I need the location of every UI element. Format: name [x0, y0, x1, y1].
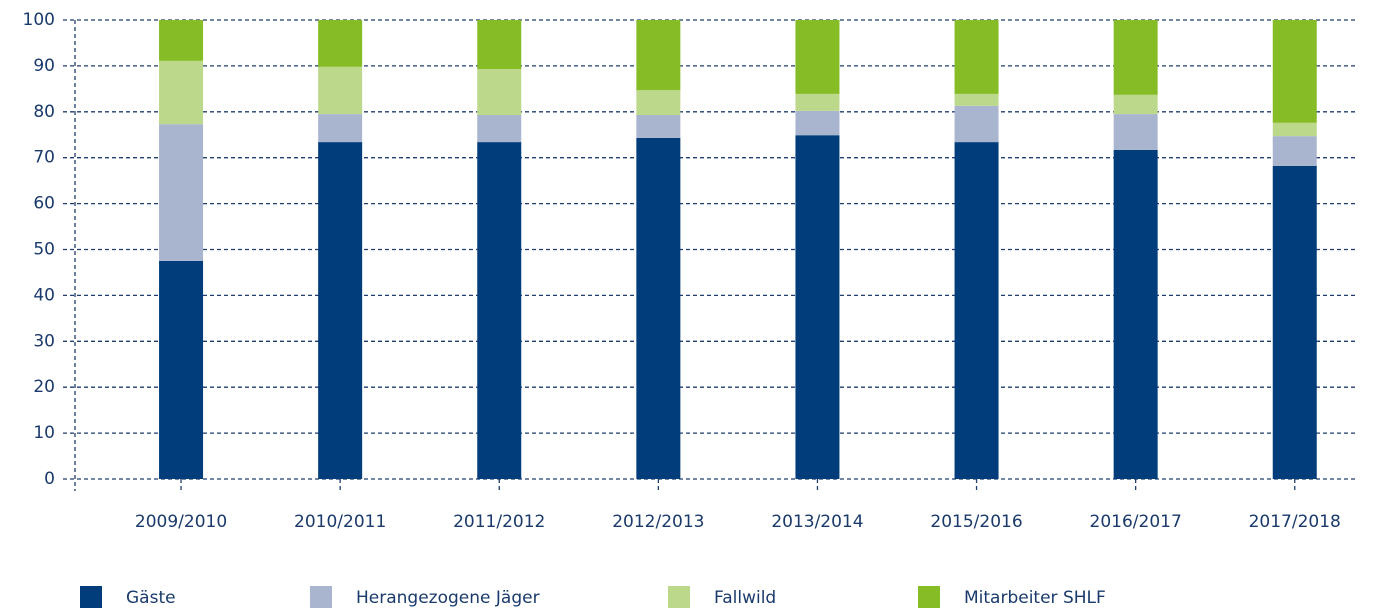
legend-swatch: [668, 586, 690, 608]
bar-segment: [954, 105, 999, 143]
bar-segment: [1272, 165, 1317, 479]
bar-segment: [795, 135, 840, 480]
x-tick-label: 2011/2012: [453, 512, 545, 532]
bar-segment: [1272, 136, 1317, 166]
x-tick-label: 2009/2010: [135, 512, 227, 532]
bar-segment: [318, 20, 363, 67]
bar-segment: [636, 90, 681, 116]
bar-segment: [1113, 114, 1158, 150]
bar-segment: [795, 93, 840, 111]
legend-label: Gäste: [126, 588, 176, 608]
x-tick-label: 2015/2016: [930, 512, 1022, 532]
bar-segment: [477, 115, 522, 143]
bar-segment: [954, 142, 999, 479]
legend-label: Mitarbeiter SHLF: [964, 588, 1106, 608]
bar-segment: [318, 114, 363, 143]
bar-segment: [1272, 122, 1317, 137]
y-tick-label: 10: [33, 423, 55, 443]
bar-segment: [1272, 20, 1317, 123]
bar-segment: [477, 142, 522, 479]
y-tick-label: 90: [33, 56, 55, 76]
bar-segment: [1113, 94, 1158, 115]
legend-swatch: [310, 586, 332, 608]
bar-segment: [954, 20, 999, 94]
bar-segment: [477, 69, 522, 116]
x-tick-label: 2010/2011: [294, 512, 386, 532]
bar-segment: [318, 142, 363, 479]
y-tick-label: 100: [23, 10, 55, 30]
legend-label: Fallwild: [714, 588, 776, 608]
x-tick-label: 2013/2014: [771, 512, 863, 532]
y-tick-label: 70: [33, 148, 55, 168]
x-tick-label: 2012/2013: [612, 512, 704, 532]
y-tick-label: 0: [44, 469, 55, 489]
bar-segment: [159, 60, 204, 125]
bar-segment: [159, 20, 204, 61]
bar-segment: [477, 20, 522, 70]
bar-segment: [636, 20, 681, 91]
bar-segment: [795, 20, 840, 94]
bar-segment: [1113, 20, 1158, 95]
legend-swatch: [918, 586, 940, 608]
y-tick-label: 80: [33, 102, 55, 122]
bar-segment: [795, 110, 840, 136]
bar-segment: [159, 260, 204, 479]
bar-segment: [636, 115, 681, 138]
bar-segment: [318, 66, 363, 115]
bar-segment: [636, 137, 681, 479]
x-tick-label: 2017/2018: [1249, 512, 1341, 532]
y-tick-label: 50: [33, 240, 55, 260]
y-tick-label: 60: [33, 194, 55, 214]
legend-swatch: [80, 586, 102, 608]
bar-segment: [954, 93, 999, 106]
bar-segment: [1113, 149, 1158, 479]
y-tick-label: 30: [33, 331, 55, 351]
bar-segment: [159, 124, 204, 261]
legend-label: Herangezogene Jäger: [356, 588, 540, 608]
x-tick-label: 2016/2017: [1090, 512, 1182, 532]
y-tick-label: 20: [33, 377, 55, 397]
y-tick-label: 40: [33, 285, 55, 305]
